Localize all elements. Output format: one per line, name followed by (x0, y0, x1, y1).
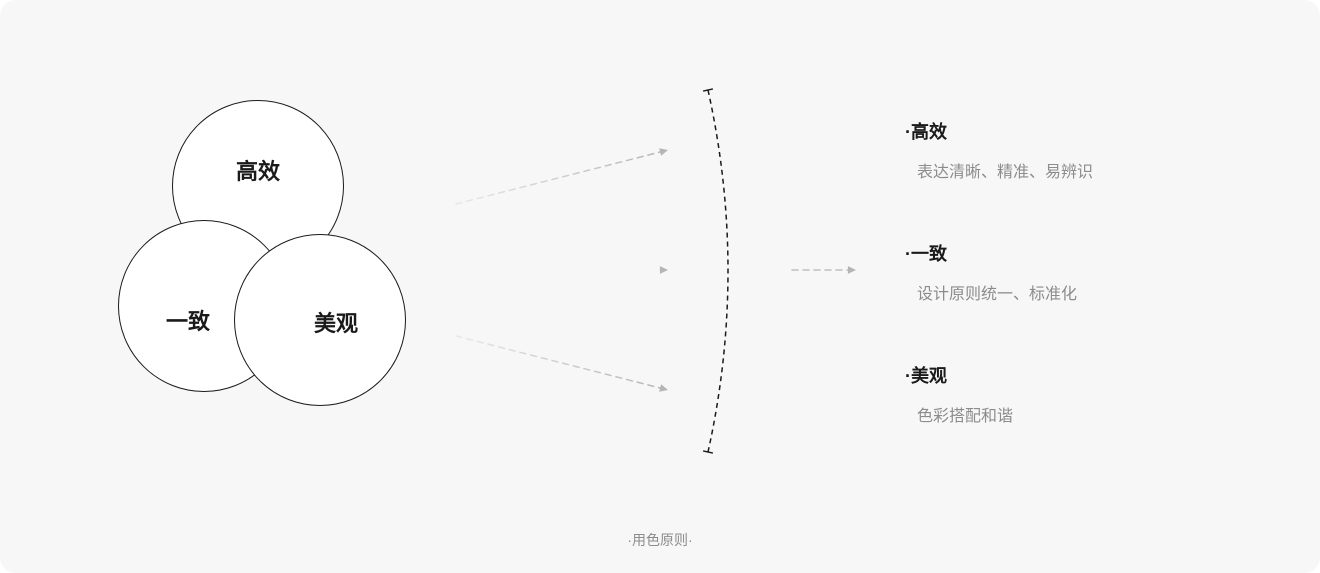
principle-desc: 设计原则统一、标准化 (905, 280, 1077, 304)
venn-label-top: 高效 (236, 154, 280, 186)
diagram-caption: ·用色原则· (627, 530, 692, 550)
arrow-right (792, 266, 856, 274)
principle-title: ·美观 (905, 362, 1013, 388)
principle-item-aesthetic: ·美观 色彩搭配和谐 (905, 362, 1013, 426)
principle-title: ·高效 (905, 118, 1093, 144)
divider-arc (703, 89, 728, 453)
diagram-canvas: 高效 一致 美观 ·高效 表达清晰、精准、易辨识 ·一致 设计原则统一、标准化 (0, 0, 1320, 573)
principle-item-efficient: ·高效 表达清晰、精准、易辨识 (905, 118, 1093, 182)
principle-title-text: 美观 (911, 366, 947, 386)
principle-title-text: 高效 (911, 122, 947, 142)
principle-desc: 色彩搭配和谐 (905, 402, 1013, 426)
principle-item-consistent: ·一致 设计原则统一、标准化 (905, 240, 1077, 304)
principle-desc: 表达清晰、精准、易辨识 (905, 158, 1093, 182)
arrows-group (456, 148, 668, 392)
venn-label-right: 美观 (314, 306, 358, 338)
venn-label-left: 一致 (166, 304, 210, 336)
principle-title: ·一致 (905, 240, 1077, 266)
principle-title-text: 一致 (911, 244, 947, 264)
